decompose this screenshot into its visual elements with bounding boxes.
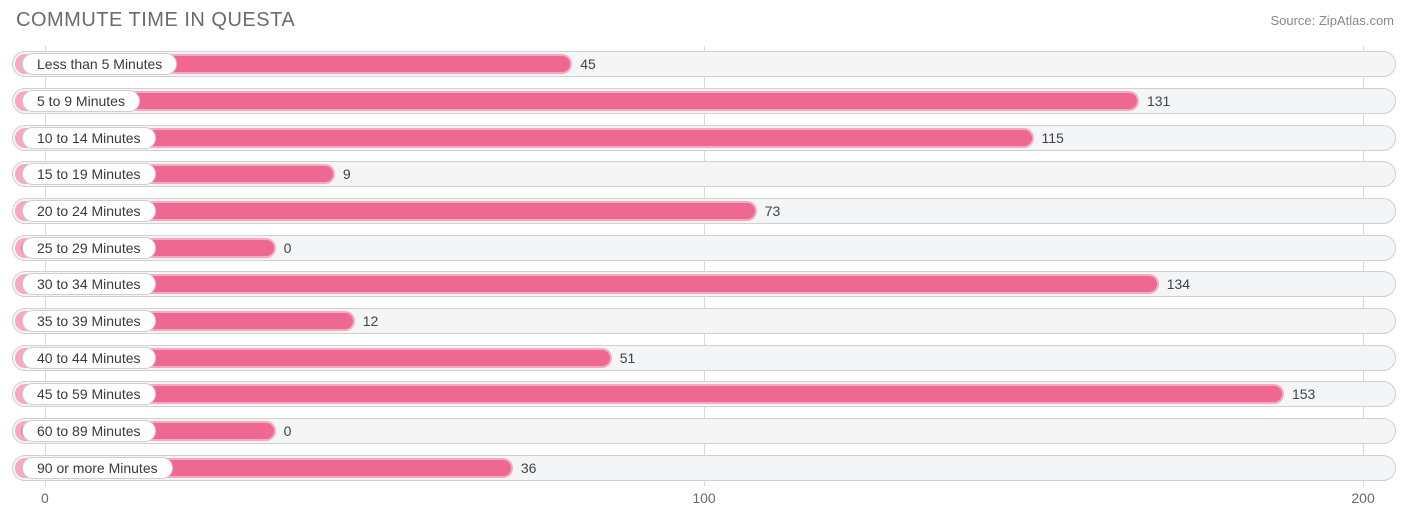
bar-category-pill: 10 to 14 Minutes (22, 127, 156, 149)
bar-row: 90 or more Minutes 36 (12, 455, 1396, 481)
bar-row: 10 to 14 Minutes 115 (12, 125, 1396, 151)
bar-value-label: 51 (612, 345, 636, 371)
bar-outer (15, 91, 1139, 111)
chart-title: COMMUTE TIME IN QUESTA (16, 9, 295, 32)
bar-inner (39, 130, 1031, 146)
bar-value-label: 0 (276, 235, 292, 261)
x-axis-tick-label: 100 (692, 490, 715, 506)
bar-row: 5 to 9 Minutes 131 (12, 88, 1396, 114)
bar-category-pill: 45 to 59 Minutes (22, 383, 156, 405)
bar-value-label: 0 (276, 418, 292, 444)
bar-row: 40 to 44 Minutes 51 (12, 345, 1396, 371)
bar-category-pill: 40 to 44 Minutes (22, 347, 156, 369)
chart-header: COMMUTE TIME IN QUESTA Source: ZipAtlas.… (0, 0, 1406, 40)
bar-value-label: 45 (572, 51, 596, 77)
bar-row: 25 to 29 Minutes 0 (12, 235, 1396, 261)
bar-value-label: 153 (1284, 381, 1315, 407)
bar-category-pill: 35 to 39 Minutes (22, 310, 156, 332)
x-axis: 0 100 200 (12, 490, 1396, 510)
bar-category-pill: 5 to 9 Minutes (22, 90, 140, 112)
bar-category-pill: 30 to 34 Minutes (22, 273, 156, 295)
bar-row: Less than 5 Minutes 45 (12, 51, 1396, 77)
x-axis-tick-label: 200 (1351, 490, 1374, 506)
bar-row: 35 to 39 Minutes 12 (12, 308, 1396, 334)
bar-inner (45, 386, 1282, 402)
bar-value-label: 73 (757, 198, 781, 224)
x-axis-tick-label: 0 (41, 490, 49, 506)
bar-value-label: 9 (335, 161, 351, 187)
bar-value-label: 131 (1139, 88, 1170, 114)
bar-row: 30 to 34 Minutes 134 (12, 271, 1396, 297)
bar-category-pill: Less than 5 Minutes (22, 53, 177, 75)
bar-category-pill: 15 to 19 Minutes (22, 163, 156, 185)
bar-outer (15, 274, 1159, 294)
bar-category-pill: 20 to 24 Minutes (22, 200, 156, 222)
bar-inner (42, 276, 1157, 292)
bar-value-label: 36 (513, 455, 537, 481)
bar-value-label: 134 (1159, 271, 1190, 297)
bar-category-pill: 25 to 29 Minutes (22, 237, 156, 259)
bar-inner (42, 93, 1137, 109)
bar-category-pill: 60 to 89 Minutes (22, 420, 156, 442)
chart-container: COMMUTE TIME IN QUESTA Source: ZipAtlas.… (0, 0, 1406, 522)
bar-value-label: 115 (1034, 125, 1064, 151)
bar-outer (15, 128, 1034, 148)
chart-plot-area: Less than 5 Minutes 45 5 to 9 Minutes 131 10… (12, 46, 1396, 486)
bar-outer (15, 384, 1284, 404)
bar-category-pill: 90 or more Minutes (22, 457, 173, 479)
bar-row: 15 to 19 Minutes 9 (12, 161, 1396, 187)
bar-row: 20 to 24 Minutes 73 (12, 198, 1396, 224)
bar-value-label: 12 (355, 308, 379, 334)
chart-source: Source: ZipAtlas.com (1270, 13, 1394, 28)
bar-row: 60 to 89 Minutes 0 (12, 418, 1396, 444)
bar-list: Less than 5 Minutes 45 5 to 9 Minutes 131 10… (12, 46, 1396, 486)
bar-row: 45 to 59 Minutes 153 (12, 381, 1396, 407)
